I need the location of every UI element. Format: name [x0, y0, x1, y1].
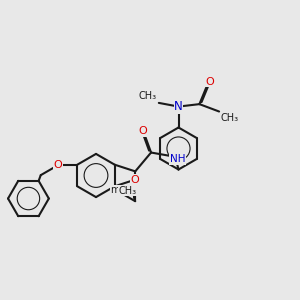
- Text: NH: NH: [170, 154, 185, 164]
- Text: CH₃: CH₃: [220, 113, 239, 123]
- Text: me: me: [110, 185, 126, 195]
- Text: CH₃: CH₃: [139, 92, 157, 101]
- Text: O: O: [205, 77, 214, 87]
- Text: CH₃: CH₃: [118, 186, 136, 196]
- Text: O: O: [131, 175, 140, 184]
- Text: O: O: [54, 160, 63, 170]
- Text: O: O: [138, 126, 147, 136]
- Text: N: N: [174, 100, 183, 113]
